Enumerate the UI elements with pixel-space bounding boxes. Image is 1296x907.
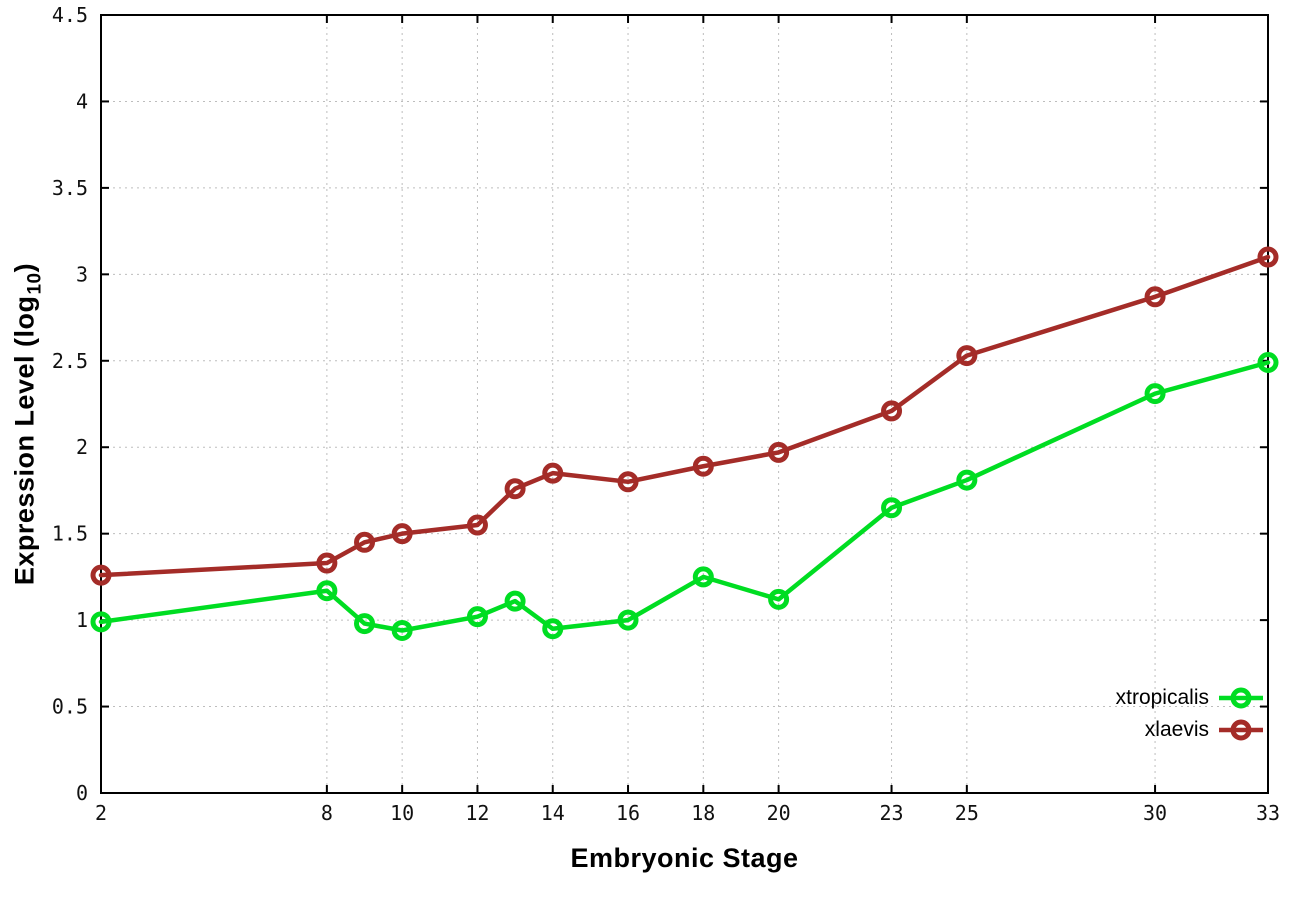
data-point-xtropicalis	[354, 613, 376, 635]
data-point-xlaevis	[1144, 286, 1166, 308]
legend-item-xlaevis: xlaevis	[1145, 714, 1264, 746]
legend-marker-line-icon	[1219, 719, 1263, 741]
x-tick-label: 25	[955, 801, 979, 825]
x-tick-label: 8	[321, 801, 333, 825]
data-point-xlaevis	[692, 455, 714, 477]
y-tick-label: 2.5	[52, 349, 88, 373]
data-point-xlaevis	[956, 345, 978, 367]
x-tick-label: 33	[1256, 801, 1280, 825]
y-axis-title-text: Expression Level (log	[9, 295, 40, 586]
x-tick-label: 12	[465, 801, 489, 825]
data-point-xlaevis	[391, 523, 413, 545]
data-point-xlaevis	[1257, 246, 1279, 268]
x-tick-label: 18	[691, 801, 715, 825]
data-point-xtropicalis	[1257, 352, 1279, 374]
data-point-xtropicalis	[1144, 383, 1166, 405]
x-tick-label: 23	[880, 801, 904, 825]
data-point-xtropicalis	[466, 606, 488, 628]
x-tick-label: 10	[390, 801, 414, 825]
data-point-xlaevis	[466, 514, 488, 536]
x-axis-title: Embryonic Stage	[570, 843, 799, 873]
y-tick-label: 4	[76, 89, 88, 113]
legend-label-xtropicalis: xtropicalis	[1115, 686, 1209, 709]
data-point-xtropicalis	[881, 497, 903, 519]
data-point-xtropicalis	[956, 469, 978, 491]
y-tick-label: 2	[76, 435, 88, 459]
y-tick-label: 3	[76, 262, 88, 286]
y-tick-label: 0.5	[52, 695, 88, 719]
data-point-xtropicalis	[391, 619, 413, 641]
y-tick-label: 4.5	[52, 3, 88, 27]
plot-border	[100, 14, 1269, 794]
legend-label-xlaevis: xlaevis	[1144, 718, 1209, 741]
legend-sample-xlaevis	[1218, 716, 1264, 744]
data-point-xlaevis	[354, 531, 376, 553]
data-point-xtropicalis	[90, 611, 112, 633]
x-tick-label: 30	[1143, 801, 1167, 825]
data-point-xtropicalis	[692, 566, 714, 588]
data-point-xlaevis	[542, 462, 564, 484]
data-point-xlaevis	[316, 552, 338, 574]
data-point-xtropicalis	[542, 618, 564, 640]
series-line-xlaevis	[98, 254, 1271, 578]
data-point-xlaevis	[881, 400, 903, 422]
data-point-xtropicalis	[504, 590, 526, 612]
y-axis-title: Expression Level (log10)	[9, 262, 46, 586]
data-point-xtropicalis	[316, 580, 338, 602]
series-line-xtropicalis	[98, 360, 1271, 633]
y-axis-title-subscript: 10	[24, 272, 46, 295]
data-point-xtropicalis	[768, 588, 790, 610]
y-axis-title-suffix: )	[9, 262, 40, 273]
legend-sample-xtropicalis	[1218, 684, 1264, 712]
data-point-xlaevis	[90, 564, 112, 586]
x-tick-label: 20	[767, 801, 791, 825]
data-point-xtropicalis	[617, 609, 639, 631]
data-point-xlaevis	[504, 478, 526, 500]
legend-item-xtropicalis: xtropicalis	[1116, 682, 1264, 714]
x-tick-label: 16	[616, 801, 640, 825]
x-tick-label: 2	[95, 801, 107, 825]
x-tick-label: 14	[541, 801, 565, 825]
y-tick-label: 3.5	[52, 176, 88, 200]
legend-marker-line-icon	[1219, 687, 1263, 709]
data-point-xlaevis	[617, 471, 639, 493]
legend: xtropicalis xlaevis	[1116, 682, 1264, 746]
y-tick-label: 0	[76, 781, 88, 805]
y-tick-label: 1.5	[52, 522, 88, 546]
y-tick-label: 1	[76, 608, 88, 632]
data-point-xlaevis	[768, 441, 790, 463]
